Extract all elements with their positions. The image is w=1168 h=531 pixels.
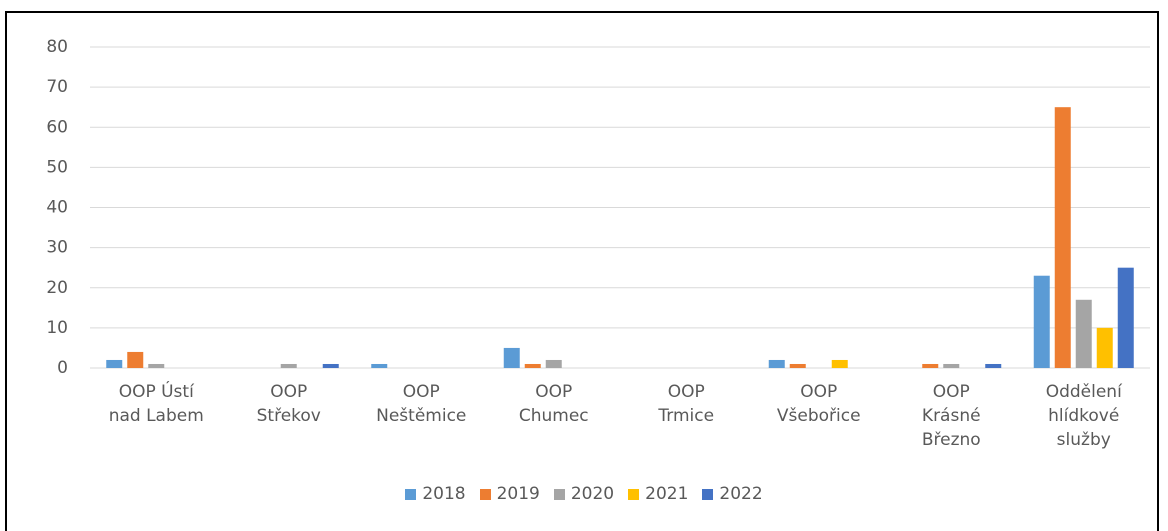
x-tick-label: OOP Všebořice: [776, 382, 861, 426]
bar: [1054, 107, 1071, 368]
x-tick-label: OOP Ústí nad Labem: [108, 382, 204, 426]
legend-item: 2018: [405, 484, 466, 504]
y-tick-label: 40: [46, 198, 68, 218]
x-tick-label: OOP Trmice: [658, 382, 715, 426]
legend-swatch: [553, 488, 565, 500]
bar: [106, 359, 123, 368]
legend-swatch: [405, 488, 417, 500]
bar: [280, 363, 297, 368]
y-tick-label: 10: [46, 318, 68, 338]
x-tick-label: OOP Neštěmice: [376, 382, 467, 426]
legend-label: 2019: [496, 484, 540, 504]
legend-item: 2020: [553, 484, 615, 504]
bar: [1075, 299, 1092, 368]
legend-swatch: [479, 488, 491, 500]
bar: [1096, 327, 1113, 368]
y-tick-label: 20: [46, 278, 68, 298]
legend-swatch: [702, 488, 714, 500]
bar: [943, 363, 960, 368]
legend-label: 2018: [422, 484, 466, 504]
bar: [148, 363, 165, 368]
x-tick-label: OOP Střekov: [256, 382, 321, 426]
bar: [127, 351, 144, 368]
bar: [1117, 267, 1134, 368]
bar: [322, 363, 339, 368]
legend-label: 2020: [570, 484, 615, 504]
x-tick-label: OOP Krásné Březno: [921, 382, 981, 450]
y-tick-label: 80: [46, 37, 68, 57]
x-tick-label: OOP Chumec: [518, 382, 589, 426]
bar: [371, 363, 388, 368]
bar: [503, 347, 520, 368]
x-tick-label: Oddělení hlídkové služby: [1045, 382, 1122, 450]
bar: [1033, 275, 1050, 368]
y-tick-label: 50: [46, 157, 68, 177]
bar: [922, 363, 939, 368]
legend-swatch: [628, 488, 640, 500]
y-tick-label: 60: [46, 117, 68, 137]
legend: 2018 2019 2020 2021 2022: [0, 484, 1168, 504]
bar: [985, 363, 1002, 368]
y-tick-label: 0: [57, 358, 68, 378]
legend-label: 2021: [645, 484, 689, 504]
legend-item: 2021: [628, 484, 688, 504]
legend-label: 2022: [719, 484, 763, 504]
bar: [831, 359, 848, 368]
y-tick-label: 70: [46, 77, 68, 97]
bar: [545, 359, 562, 368]
y-tick-label: 30: [46, 238, 68, 258]
bar: [789, 363, 806, 368]
legend-item: 2022: [702, 484, 763, 504]
legend-item: 2019: [479, 484, 540, 504]
bar: [768, 359, 785, 368]
frame: [5, 11, 1159, 531]
bar: [524, 363, 541, 368]
